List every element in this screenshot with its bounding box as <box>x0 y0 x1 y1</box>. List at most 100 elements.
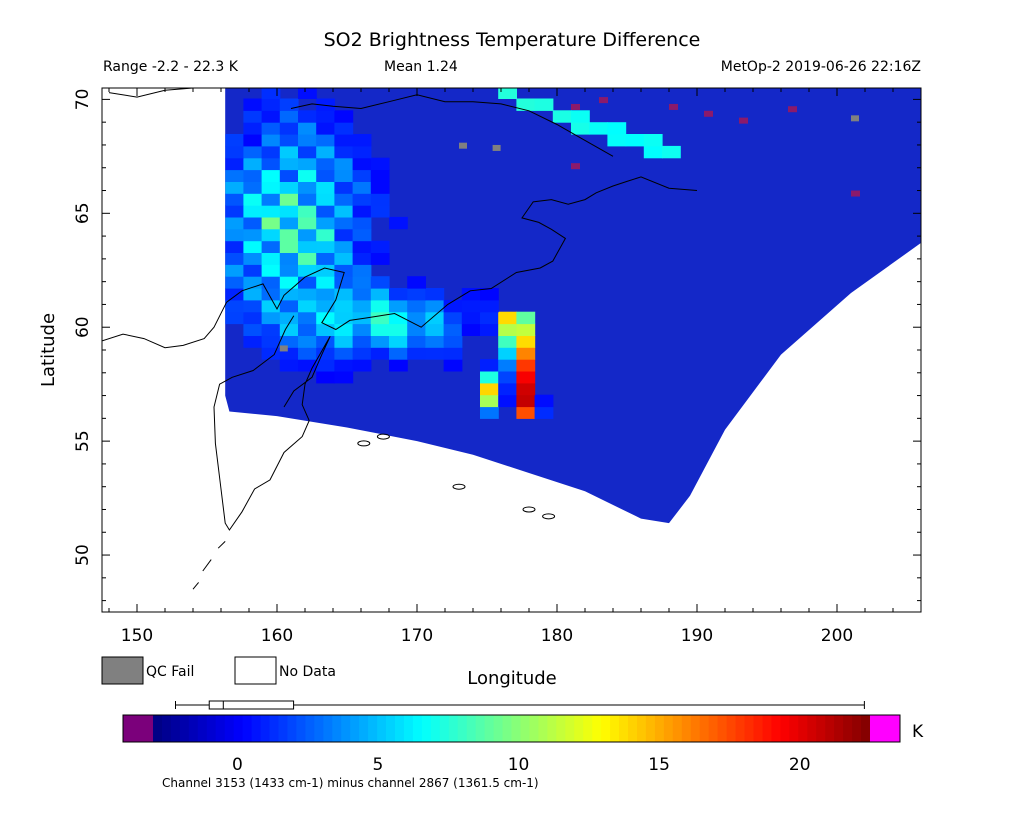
pixel-cell <box>407 347 426 360</box>
colorbar-segment <box>663 715 674 742</box>
pixel-cell <box>389 347 408 360</box>
pixel-cell <box>425 323 445 336</box>
pixel-cell <box>261 288 281 301</box>
island <box>376 433 390 440</box>
pixel-cell <box>389 335 408 348</box>
pixel-cell <box>261 252 281 265</box>
pixel-cell <box>316 134 335 147</box>
pixel-cell <box>261 347 281 360</box>
pixel-cell <box>352 299 372 313</box>
pixel-cell <box>279 98 299 111</box>
pixel-cell <box>352 145 372 159</box>
pixel-cell <box>516 323 536 336</box>
colorbar-segment <box>628 715 638 742</box>
colorbar-segment <box>547 715 557 742</box>
pixel-cell <box>334 134 354 147</box>
qc-fail-swatch <box>101 656 144 685</box>
pixel-cell <box>261 122 281 135</box>
pixel-cell <box>334 216 354 230</box>
pixel-cell <box>225 311 244 325</box>
island <box>452 483 466 490</box>
pixel-cell <box>352 347 372 360</box>
pixel-cell <box>279 288 299 301</box>
colorbar-segment <box>681 715 692 742</box>
pixel-cell <box>425 299 445 313</box>
x-axis-label: Longitude <box>467 668 557 689</box>
pixel-cell <box>607 134 627 147</box>
colorbar-segment <box>162 715 172 742</box>
pixel-cell <box>370 335 390 348</box>
pixel-cell <box>425 347 445 360</box>
pixel-cell <box>389 323 408 336</box>
pixel-cell <box>279 145 299 159</box>
pixel-cell <box>298 88 317 99</box>
pixel-cell <box>225 145 244 159</box>
x-tick-label: 200 <box>821 626 853 646</box>
pixel-cell <box>298 299 317 313</box>
colorbar-segment <box>153 715 163 742</box>
pixel-cell <box>298 110 317 123</box>
colorbar-segment <box>215 715 226 742</box>
colorbar-segment <box>619 715 629 742</box>
coastline-path <box>202 559 212 572</box>
colorbar-segment <box>789 715 799 742</box>
pixel-cell <box>261 335 281 348</box>
outlier-pixel <box>739 117 748 124</box>
pixel-cell <box>279 240 299 253</box>
pixel-cell <box>443 323 463 336</box>
pixel-cell <box>298 335 317 348</box>
pixel-cell <box>316 323 335 336</box>
colorbar-segment <box>341 715 351 742</box>
pixel-cell <box>298 228 317 242</box>
pixel-cell <box>225 181 244 194</box>
colorbar-segment <box>825 715 835 742</box>
colorbar-segment <box>377 715 387 742</box>
pixel-cell <box>279 134 299 147</box>
pixel-cell <box>352 288 372 301</box>
pixel-cell <box>516 335 536 348</box>
pixel-cell <box>298 240 317 253</box>
pixel-cell <box>334 335 354 348</box>
colorbar-tick-label: 15 <box>648 755 670 775</box>
pixel-cell <box>643 134 663 147</box>
pixel-cell <box>225 216 244 230</box>
pixel-cell <box>334 169 354 182</box>
pixel-cell <box>443 299 463 313</box>
y-tick-label: 60 <box>73 316 93 338</box>
pixel-cell <box>316 288 335 301</box>
pixel-cell <box>498 323 517 336</box>
colorbar-segment <box>511 715 522 742</box>
pixel-cell <box>589 122 608 135</box>
pixel-cell <box>261 299 281 313</box>
pixel-cell <box>298 169 317 182</box>
pixel-cell <box>316 205 335 218</box>
colorbar-segment <box>834 715 844 742</box>
colorbar-tick-label: 5 <box>373 755 384 775</box>
pixel-cell <box>334 311 354 325</box>
pixel-cell <box>225 264 244 277</box>
pixel-cell <box>352 252 372 265</box>
qc-fail-pixel <box>279 345 288 352</box>
colorbar-segment <box>798 715 808 742</box>
pixel-cell <box>334 181 354 194</box>
pixel-cell <box>370 169 390 182</box>
colorbar-segment <box>529 715 539 742</box>
pixel-cell <box>279 157 299 171</box>
pixel-cell <box>261 88 281 99</box>
pixel-cell <box>571 110 590 123</box>
pixel-cell <box>352 205 372 218</box>
island <box>542 513 556 520</box>
pixel-cell <box>298 288 317 301</box>
pixel-cell <box>243 98 263 111</box>
pixel-cell <box>334 252 354 265</box>
pixel-cell <box>425 311 445 325</box>
pixel-cell <box>316 347 335 360</box>
pixel-cell <box>352 181 372 194</box>
pixel-cell <box>480 406 499 419</box>
pixel-cell <box>516 406 536 419</box>
map-plot-area <box>102 88 921 590</box>
pixel-cell <box>279 264 299 277</box>
pixel-cell <box>425 335 445 348</box>
pixel-cell <box>389 299 408 313</box>
colorbar-segment <box>753 715 764 742</box>
